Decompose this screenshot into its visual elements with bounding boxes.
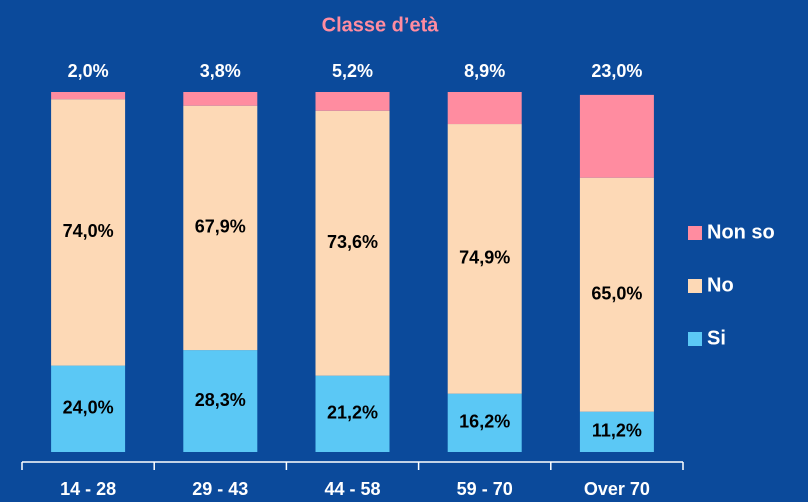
data-label: 16,2% xyxy=(459,412,510,432)
legend-swatch xyxy=(688,332,702,346)
legend-label: No xyxy=(707,274,734,296)
bar-segment xyxy=(579,94,654,178)
data-label: 65,0% xyxy=(591,283,642,303)
legend-label: Non so xyxy=(707,221,775,243)
data-label: 2,0% xyxy=(68,61,109,81)
bar-segment xyxy=(447,92,522,125)
data-label: 28,3% xyxy=(195,390,246,410)
chart-title: Classe d’età xyxy=(322,14,440,36)
legend-label: Si xyxy=(707,327,726,349)
bar-segment xyxy=(579,411,654,452)
legend-swatch xyxy=(688,279,702,293)
data-label: 23,0% xyxy=(591,61,642,81)
x-tick-label: 44 - 58 xyxy=(324,479,380,499)
x-tick-label: 59 - 70 xyxy=(457,479,513,499)
data-label: 3,8% xyxy=(200,61,241,81)
data-label: 67,9% xyxy=(195,217,246,237)
data-label: 21,2% xyxy=(327,403,378,423)
bar-segment xyxy=(51,365,126,452)
bar-segment xyxy=(579,177,654,412)
data-label: 74,0% xyxy=(63,221,114,241)
bar-segment xyxy=(183,350,258,452)
data-label: 74,9% xyxy=(459,248,510,268)
data-label: 24,0% xyxy=(63,398,114,418)
bar-segment xyxy=(315,375,390,452)
bar-segment xyxy=(183,105,258,351)
x-tick-label: Over 70 xyxy=(584,479,650,499)
bar-segment xyxy=(447,124,522,394)
bar-segment xyxy=(51,99,126,366)
data-label: 5,2% xyxy=(332,61,373,81)
legend-swatch xyxy=(688,226,702,240)
data-label: 8,9% xyxy=(464,61,505,81)
data-label: 11,2% xyxy=(592,421,642,441)
x-tick-label: 14 - 28 xyxy=(60,479,116,499)
data-label: 73,6% xyxy=(327,232,378,252)
x-tick-label: 29 - 43 xyxy=(192,479,248,499)
bar-segment xyxy=(447,393,522,452)
bar-segment xyxy=(315,92,390,111)
bar-segment xyxy=(183,92,258,106)
bar-segment xyxy=(51,92,126,100)
bar-segment xyxy=(315,110,390,376)
